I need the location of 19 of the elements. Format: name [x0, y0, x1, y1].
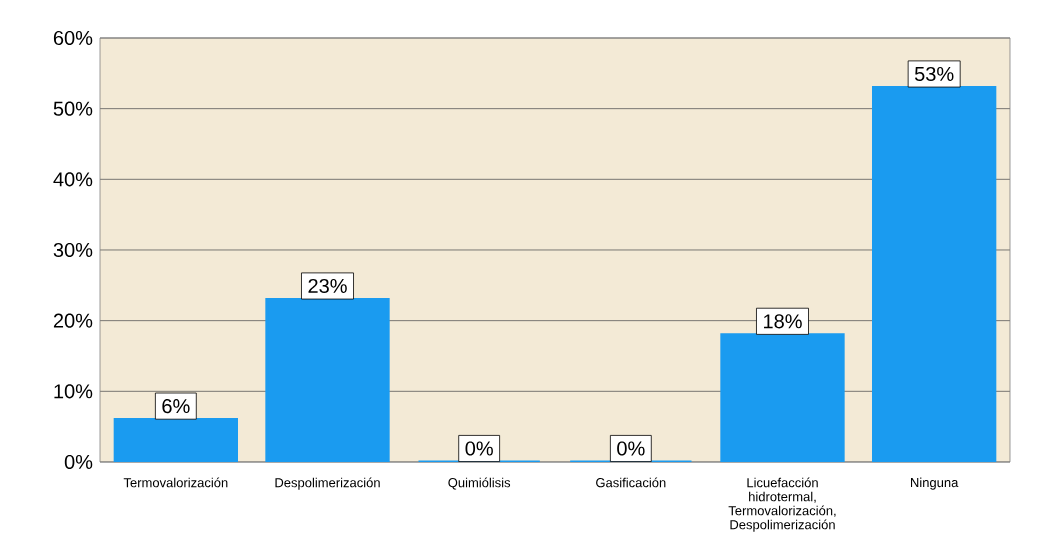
data-label: 23% [308, 279, 347, 294]
y-tick-label: 40% [53, 172, 93, 187]
y-tick-label: 50% [53, 101, 93, 116]
y-tick-label: 10% [54, 384, 93, 399]
data-label: 0% [465, 441, 493, 456]
data-label: 53% [914, 67, 954, 82]
x-tick-label: Despolimerización [275, 477, 380, 491]
x-tick-label: Quimiólisis [448, 477, 511, 490]
x-tick-label: Gasificación [596, 477, 666, 488]
y-tick-label: 20% [53, 313, 93, 328]
x-tick-label: Ninguna [911, 477, 959, 490]
x-tick-label: Termovalorización [123, 477, 228, 488]
data-label: 0% [617, 441, 645, 456]
x-tick-label: Licuefacción hidrotermal, Termovalorización, Despolimerización [728, 477, 836, 533]
data-label: 6% [162, 399, 190, 414]
y-tick-label: 0% [64, 455, 93, 470]
y-tick-label: 30% [53, 243, 93, 258]
y-tick-label: 60% [53, 31, 93, 46]
data-label: 18% [764, 314, 802, 329]
